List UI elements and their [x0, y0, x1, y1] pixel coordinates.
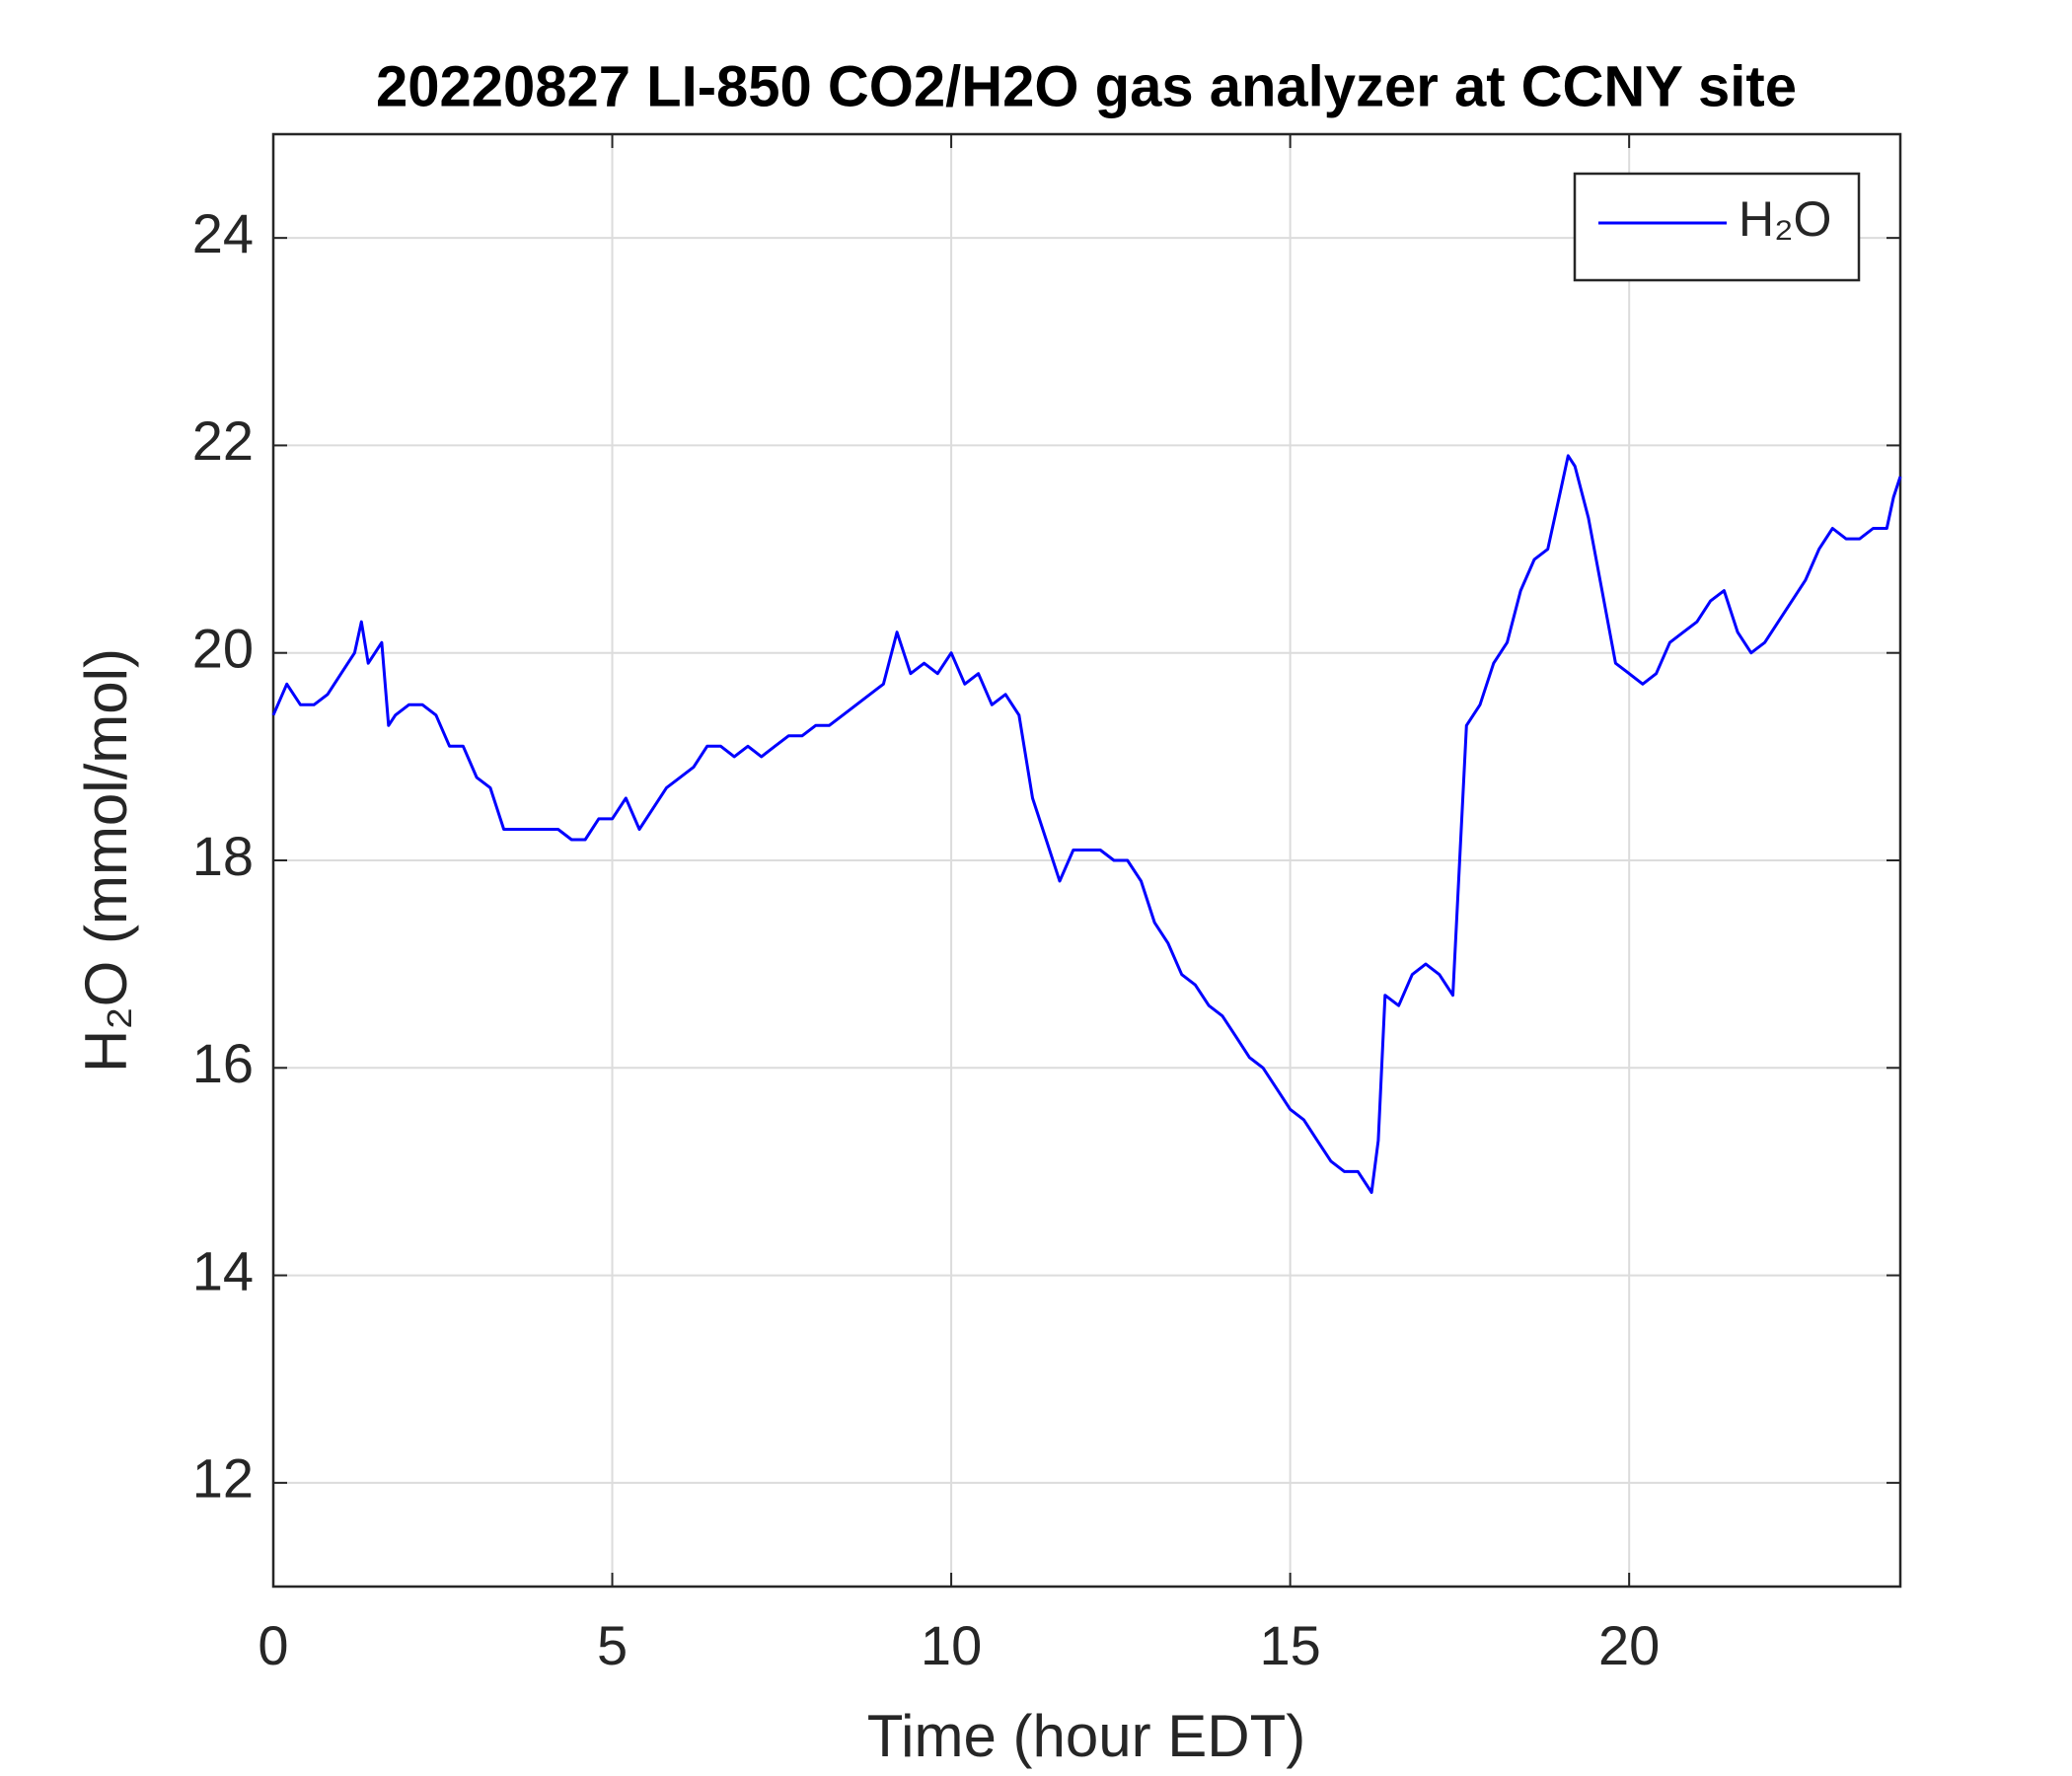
x-tick-label: 0	[258, 1614, 288, 1676]
x-tick-label: 15	[1259, 1614, 1320, 1676]
legend-label: H₂O	[1739, 191, 1831, 247]
y-tick-label: 20	[192, 618, 254, 680]
y-axis-label: H₂O (mmol/mol)	[73, 648, 139, 1073]
plot-frame	[271, 132, 1902, 1589]
y-tick-label: 22	[192, 409, 254, 472]
legend-box	[1573, 172, 1861, 282]
y-tick-label: 18	[192, 825, 254, 887]
chart-title: 20220827 LI-850 CO2/H2O gas analyzer at …	[376, 54, 1797, 118]
y-tick-label: 14	[192, 1239, 254, 1301]
y-tick-label: 16	[192, 1032, 254, 1094]
x-tick-label: 10	[921, 1614, 982, 1676]
y-tick-label: 24	[192, 202, 254, 264]
y-tick-label: 12	[192, 1447, 254, 1510]
x-axis-label: Time (hour EDT)	[867, 1703, 1306, 1769]
x-tick-label: 20	[1598, 1614, 1660, 1676]
x-tick-label: 5	[597, 1614, 628, 1676]
data-line	[271, 454, 1902, 1194]
